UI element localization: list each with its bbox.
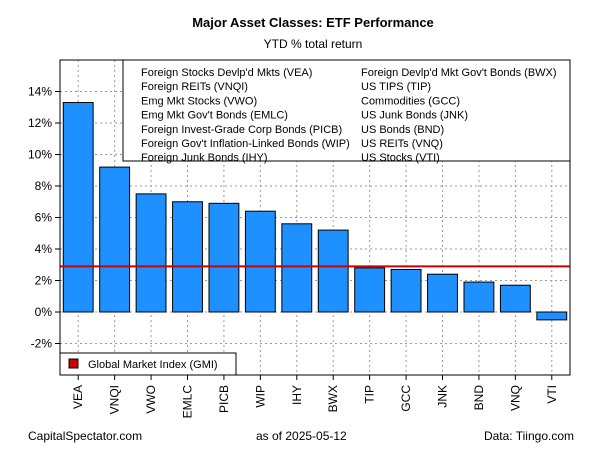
y-tick-label: 8% bbox=[35, 179, 53, 193]
gmi-legend-swatch bbox=[68, 358, 79, 369]
plot-frame bbox=[59, 59, 571, 376]
etf-legend-box bbox=[122, 59, 571, 162]
x-tick-label: TIP bbox=[363, 385, 377, 404]
y-tick-label: 2% bbox=[35, 274, 53, 288]
chart-title: Major Asset Classes: ETF Performance bbox=[192, 15, 434, 30]
x-tick-label: VWO bbox=[144, 385, 158, 414]
legend-item: Foreign Devlp'd Mkt Gov't Bonds (BWX) bbox=[361, 67, 557, 79]
bars-layer bbox=[62, 102, 568, 321]
x-tick-label: VEA bbox=[71, 385, 85, 409]
legend-item: Foreign REITs (VNQI) bbox=[141, 81, 248, 93]
legend-item: Foreign Invest-Grade Corp Bonds (PICB) bbox=[141, 124, 342, 136]
bar-bwx bbox=[317, 229, 349, 313]
bar-jnk bbox=[427, 273, 458, 313]
legend-item: US Junk Bonds (JNK) bbox=[361, 110, 468, 122]
x-tick-label: VNQ bbox=[508, 385, 522, 411]
x-tick-label: WIP bbox=[253, 385, 267, 408]
bar-emlc bbox=[172, 201, 203, 313]
x-tick-label: EMLC bbox=[181, 385, 195, 419]
legend-item: Foreign Gov't Inflation-Linked Bonds (WI… bbox=[141, 138, 350, 150]
bar-vnq bbox=[499, 284, 531, 313]
bar-gcc bbox=[390, 268, 422, 313]
bar-picb bbox=[208, 202, 240, 313]
footer-source-right: Data: Tiingo.com bbox=[483, 429, 574, 443]
legend-item: US REITs (VNQ) bbox=[361, 138, 443, 150]
x-tick-label: VNQI bbox=[108, 385, 122, 414]
y-tick-label: 4% bbox=[35, 242, 53, 256]
legend-item: Commodities (GCC) bbox=[361, 95, 460, 107]
x-tick-label: PICB bbox=[217, 385, 231, 413]
axes-layer: -2% 0% 2% 4% 6% 8% 10% 12% 14% VEA VNQI VWO EMLC PICB… bbox=[28, 59, 571, 419]
legend-item: US Stocks (VTI) bbox=[361, 152, 440, 164]
bar-ihy bbox=[281, 223, 313, 313]
chart-subtitle: YTD % total return bbox=[264, 37, 363, 51]
x-tick-label: JNK bbox=[436, 385, 450, 408]
footer-source-left: CapitalSpectator.com bbox=[28, 429, 143, 443]
bar-vti bbox=[536, 311, 568, 321]
legend-item: Emg Mkt Stocks (VWO) bbox=[141, 95, 257, 107]
y-tick-label: 6% bbox=[35, 211, 53, 225]
legend-layer: Foreign Stocks Devlp'd Mkts (VEA) Foreign… bbox=[59, 59, 571, 376]
bar-wip bbox=[244, 210, 276, 313]
legend-item: US TIPS (TIP) bbox=[361, 81, 431, 93]
y-tick-label: 14% bbox=[28, 85, 52, 99]
y-tick-label: 10% bbox=[28, 148, 52, 162]
y-tick-label: -2% bbox=[31, 337, 53, 351]
x-tick-label: GCC bbox=[399, 385, 413, 412]
bar-vea bbox=[62, 102, 94, 313]
x-tick-label: VTI bbox=[545, 385, 559, 404]
x-tick-label: IHY bbox=[290, 385, 304, 405]
legend-item: Emg Mkt Gov't Bonds (EMLC) bbox=[141, 110, 288, 122]
bar-vnqi bbox=[99, 166, 131, 313]
footer-date: as of 2025-05-12 bbox=[256, 429, 347, 443]
legend-item: Foreign Stocks Devlp'd Mkts (VEA) bbox=[141, 67, 312, 79]
x-tick-label: BWX bbox=[326, 385, 340, 412]
x-tick-label: BND bbox=[472, 385, 486, 411]
bar-tip bbox=[354, 267, 386, 313]
gmi-legend-label: Global Market Index (GMI) bbox=[88, 359, 218, 371]
y-tick-label: 12% bbox=[28, 116, 52, 130]
legend-item: Foreign Junk Bonds (IHY) bbox=[141, 152, 268, 164]
y-tick-label: 0% bbox=[35, 305, 53, 319]
bar-bnd bbox=[463, 281, 495, 313]
legend-item: US Bonds (BND) bbox=[361, 124, 444, 136]
bar-vwo bbox=[135, 193, 167, 313]
